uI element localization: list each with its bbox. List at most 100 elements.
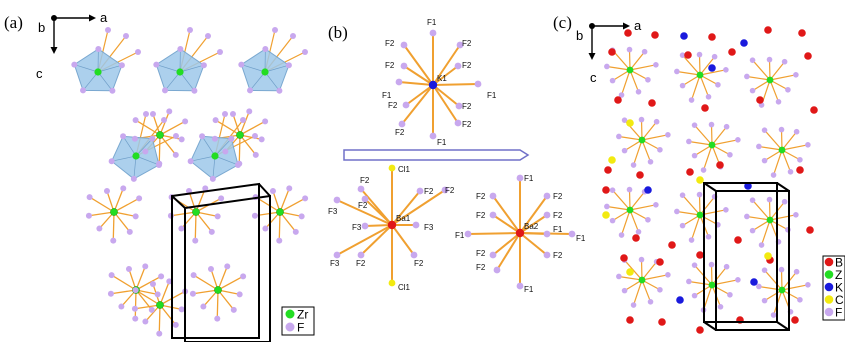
atom-label: F2 bbox=[476, 263, 486, 272]
bond bbox=[676, 70, 701, 76]
atom-label: F2 bbox=[385, 39, 395, 48]
zirconium-atom bbox=[696, 211, 704, 219]
fluorine-atom bbox=[131, 135, 138, 142]
bond bbox=[772, 149, 783, 176]
fluorine-atom bbox=[609, 217, 616, 224]
barium-atom bbox=[796, 166, 804, 174]
bond bbox=[746, 215, 771, 221]
zirconium-atom bbox=[214, 286, 222, 294]
polyhedron-edge bbox=[164, 71, 181, 91]
fluorine-atom bbox=[454, 62, 462, 70]
barium-atom bbox=[636, 171, 644, 179]
bond bbox=[192, 289, 219, 295]
fluorine-atom bbox=[132, 287, 139, 294]
fluorine-atom bbox=[696, 191, 703, 198]
fluorine-atom bbox=[797, 296, 803, 303]
fluorine-atom bbox=[142, 318, 149, 325]
zirconium-atom bbox=[211, 152, 219, 160]
fluorine-atom bbox=[489, 211, 497, 219]
bond bbox=[238, 134, 241, 164]
bond bbox=[690, 74, 701, 101]
fluorine-atom bbox=[272, 27, 278, 33]
polyhedron-edge bbox=[156, 64, 181, 73]
fluorine-atom bbox=[153, 61, 160, 68]
fluorine-atom bbox=[686, 278, 692, 285]
zirconium-atom bbox=[708, 141, 716, 149]
atom-label: F2 bbox=[445, 186, 455, 195]
zirconium-atom bbox=[696, 71, 704, 79]
fluorine-atom bbox=[218, 195, 225, 202]
fluorine-atom bbox=[292, 228, 299, 235]
fluorine-atom bbox=[691, 292, 698, 299]
fluorine-atom bbox=[770, 312, 777, 318]
barium-atom bbox=[728, 48, 736, 56]
fluorine-atom bbox=[285, 62, 292, 69]
potassium-atom bbox=[744, 182, 752, 190]
fluorine-atom bbox=[691, 152, 698, 159]
bond bbox=[769, 79, 780, 103]
axis-c-right: a bbox=[634, 18, 642, 33]
bond bbox=[110, 289, 137, 295]
barium-atom bbox=[696, 326, 704, 334]
bond bbox=[629, 64, 657, 71]
fluorine-atom bbox=[222, 148, 229, 155]
bond bbox=[769, 74, 797, 81]
bond bbox=[760, 219, 771, 246]
chlorine-atom bbox=[602, 211, 610, 219]
zirconium-atom bbox=[766, 216, 774, 224]
atom-label: F1 bbox=[524, 174, 534, 183]
legend-label: C bbox=[835, 293, 844, 307]
zirconium-atom bbox=[156, 131, 164, 139]
atom-label: F2 bbox=[462, 102, 472, 111]
fluorine-atom bbox=[674, 208, 680, 215]
fluorine-atom bbox=[158, 273, 165, 280]
bond bbox=[682, 54, 701, 76]
bond bbox=[758, 285, 783, 291]
bond bbox=[699, 56, 716, 76]
fluorine-atom bbox=[516, 174, 524, 182]
fluorine-atom bbox=[276, 87, 283, 94]
bond bbox=[135, 289, 161, 306]
fluorine-atom bbox=[149, 135, 156, 142]
barium-atom bbox=[608, 48, 616, 56]
axis-c-down: c bbox=[590, 70, 597, 85]
bond bbox=[632, 279, 643, 306]
fluorine-atom bbox=[787, 168, 794, 175]
axis-a-right: a bbox=[100, 10, 108, 25]
fluorine-atom bbox=[251, 212, 258, 219]
polyhedron-edge bbox=[241, 64, 266, 73]
legend-swatch bbox=[824, 307, 834, 317]
center-atom-label: Ba2 bbox=[524, 222, 539, 231]
fluorine-atom bbox=[516, 282, 524, 290]
fluorine-atom bbox=[604, 63, 610, 70]
bond bbox=[432, 84, 459, 124]
fluorine-atom bbox=[187, 27, 193, 33]
bond bbox=[699, 69, 727, 76]
panel-a-polyhedra bbox=[73, 48, 290, 180]
fluorine-atom bbox=[412, 221, 420, 229]
zirconium-atom bbox=[766, 76, 774, 84]
bond bbox=[758, 145, 783, 151]
panel-c-unit-cell bbox=[703, 182, 790, 331]
bond bbox=[215, 119, 241, 136]
polyhedron-edge bbox=[122, 136, 137, 157]
bond bbox=[405, 84, 434, 106]
bond bbox=[699, 196, 716, 216]
atom-label: F3 bbox=[328, 207, 338, 216]
bond bbox=[336, 224, 393, 256]
fluorine-atom bbox=[229, 111, 236, 118]
fluorine-atom bbox=[302, 195, 309, 202]
fluorine-atom bbox=[805, 282, 811, 288]
fluorine-atom bbox=[125, 266, 132, 273]
legend-swatch bbox=[285, 322, 295, 332]
bond bbox=[699, 74, 710, 98]
fluorine-atom bbox=[214, 315, 221, 322]
fluorine-atom bbox=[770, 172, 777, 178]
fluorine-atom bbox=[793, 212, 799, 218]
center-atom-label: K1 bbox=[437, 74, 447, 83]
fluorine-atom bbox=[735, 277, 741, 283]
fluorine-atom bbox=[657, 146, 663, 153]
bond bbox=[612, 69, 631, 82]
fluorine-atom bbox=[778, 126, 785, 133]
bond bbox=[694, 144, 713, 157]
